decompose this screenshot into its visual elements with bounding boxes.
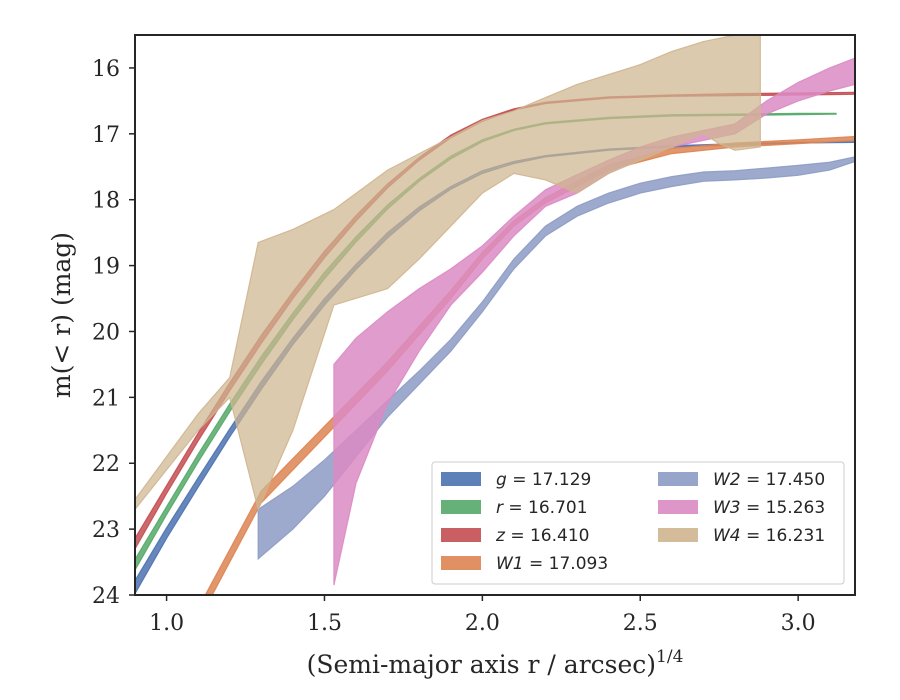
y-tick-label: 19 <box>92 255 120 280</box>
y-axis: 16 17 18 19 20 21 22 23 24 <box>92 57 135 609</box>
y-tick-label: 24 <box>92 584 120 609</box>
x-tick-label: 1.0 <box>149 611 184 636</box>
y-tick-label: 21 <box>92 386 120 411</box>
series-band-w2 <box>257 156 855 561</box>
y-tick-label: 23 <box>92 518 120 543</box>
plot-frame <box>134 34 856 596</box>
legend-band-name: W3 <box>713 498 741 518</box>
legend-label: W3 = 15.263 <box>713 498 825 518</box>
legend-swatch <box>658 528 698 542</box>
x-tick-label: 3.0 <box>781 611 816 636</box>
legend-band-name: W1 <box>496 554 524 574</box>
legend-swatch <box>441 528 481 542</box>
x-axis-label-exponent: 1/4 <box>656 647 683 667</box>
y-tick-label: 18 <box>92 189 120 214</box>
legend-band-value: = 17.450 <box>741 470 826 490</box>
y-axis-label: m(< r) (mag) <box>47 232 76 398</box>
y-tick-label: 17 <box>92 123 120 148</box>
legend-label: W2 = 17.450 <box>713 470 825 490</box>
legend-swatch <box>441 500 481 514</box>
legend-band-name: z <box>495 526 506 546</box>
legend-label: g = 17.129 <box>496 470 591 490</box>
legend-band-value: = 16.701 <box>503 498 588 518</box>
x-tick-label: 2.0 <box>465 611 500 636</box>
legend-swatch <box>658 500 698 514</box>
x-axis-label: (Semi-major axis r / arcsec)1/4 <box>307 647 684 679</box>
legend-band-name: g <box>496 470 507 490</box>
legend-band-name: W2 <box>713 470 741 490</box>
x-tick-label: 2.5 <box>623 611 658 636</box>
y-tick-label: 22 <box>92 452 120 477</box>
legend-band-value: = 16.231 <box>741 526 826 546</box>
x-axis: 1.0 1.5 2.0 2.5 3.0 <box>149 595 816 636</box>
series-layer <box>135 35 855 595</box>
legend-band-value: = 17.129 <box>507 470 592 490</box>
legend-box <box>431 461 845 585</box>
legend-band-name: r <box>496 498 504 518</box>
y-tick-label: 20 <box>92 320 120 345</box>
legend-band-value: = 16.410 <box>505 526 590 546</box>
y-tick-label: 16 <box>92 57 120 82</box>
series-band-w4 <box>135 35 761 512</box>
series-band-w3 <box>333 57 855 586</box>
legend-swatch <box>441 556 481 570</box>
legend-label: r = 16.701 <box>496 498 588 518</box>
x-axis-label-text: (Semi-major axis r / arcsec) <box>307 650 656 679</box>
legend-band-value: = 15.263 <box>741 498 826 518</box>
legend-band-name: W4 <box>713 526 741 546</box>
legend-label: z = 16.410 <box>495 526 589 546</box>
legend-swatch <box>658 472 698 486</box>
legend-swatch <box>441 472 481 486</box>
legend-label: W1 = 17.093 <box>496 554 608 574</box>
x-tick-label: 1.5 <box>307 611 342 636</box>
legend-band-value: = 17.093 <box>524 554 609 574</box>
legend-label: W4 = 16.231 <box>713 526 825 546</box>
